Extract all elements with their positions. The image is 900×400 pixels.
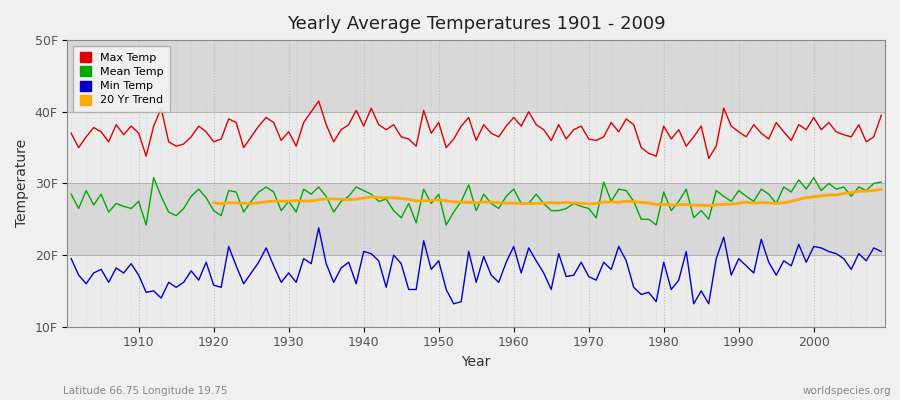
Text: Latitude 66.75 Longitude 19.75: Latitude 66.75 Longitude 19.75	[63, 386, 228, 396]
Y-axis label: Temperature: Temperature	[15, 139, 29, 228]
Text: worldspecies.org: worldspecies.org	[803, 386, 891, 396]
Legend: Max Temp, Mean Temp, Min Temp, 20 Yr Trend: Max Temp, Mean Temp, Min Temp, 20 Yr Tre…	[73, 46, 170, 112]
Title: Yearly Average Temperatures 1901 - 2009: Yearly Average Temperatures 1901 - 2009	[287, 15, 665, 33]
Bar	[68, 112, 885, 184]
Bar	[68, 184, 885, 255]
Bar	[68, 40, 885, 112]
X-axis label: Year: Year	[462, 355, 490, 369]
Bar	[68, 255, 885, 327]
